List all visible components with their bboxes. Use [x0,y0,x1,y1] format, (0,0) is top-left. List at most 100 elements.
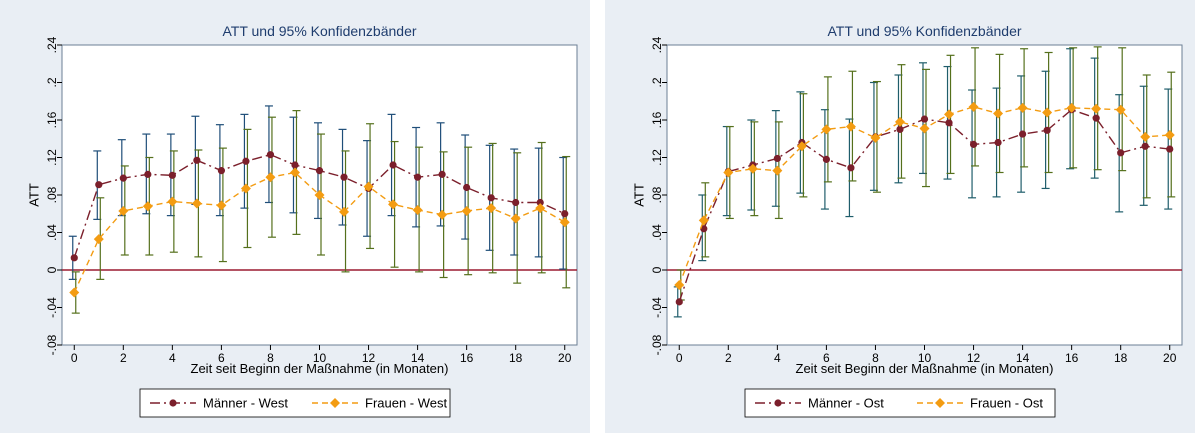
data-point [894,116,905,127]
data-point [191,198,202,209]
data-point [675,298,683,306]
data-point [289,167,300,178]
y-tick-label: -.04 [650,297,664,318]
data-point [559,217,570,228]
x-tick-label: 14 [411,351,425,365]
data-point [510,213,521,224]
chart-east: ATT und 95% Konfidenzbänder -.08 -.04 0 .04.… [632,23,1183,418]
y-tick-label: .24 [650,36,664,53]
data-point [291,161,299,169]
data-point [119,174,127,182]
data-point [773,154,781,163]
y-tick-label: .2 [45,77,59,87]
x-tick-label: 14 [1016,351,1030,365]
plot-area [666,44,1183,346]
y-tick-label: .24 [45,36,59,53]
data-point [870,132,881,143]
data-point [463,183,471,192]
data-point [993,108,1004,119]
data-point [315,167,324,175]
data-point [1141,142,1149,150]
data-point [1140,131,1151,142]
x-tick-label: 12 [362,351,376,365]
y-axis-label: ATT [632,183,647,207]
chart-panel-east: ATT und 95% Konfidenzbänder -.08 -.04 0 .04.… [605,0,1195,433]
x-tick-label: 0 [676,351,683,365]
data-point [822,155,831,163]
x-tick-label: 2 [725,351,732,365]
x-axis-label: Zeit seit Beginn der Maßnahme (in Monate… [191,361,449,376]
x-tick-label: 10 [918,351,932,365]
y-tick-label: -.08 [650,334,664,355]
y-tick-label: .04 [45,224,59,241]
y-axis-label: ATT [27,183,42,207]
x-tick-label: 12 [967,351,981,365]
data-point [536,198,544,207]
data-point [389,161,397,169]
data-point [847,164,855,172]
y-tick-label: -.08 [45,334,59,355]
data-point [70,254,78,262]
x-tick-label: 8 [872,351,879,365]
data-point [242,157,250,165]
data-point [674,280,685,290]
data-point [1091,103,1102,114]
data-point [314,190,325,200]
x-tick-label: 18 [509,351,523,365]
y-tick-label: .08 [650,186,664,203]
x-tick-label: 20 [558,351,572,365]
x-tick-label: 8 [267,351,274,365]
data-point [1166,145,1174,153]
data-point [142,201,153,212]
x-tick-label: 18 [1114,351,1128,365]
data-point [216,200,227,211]
chart-title: ATT und 95% Konfidenzbänder [222,23,416,39]
y-tick-label: -.04 [45,297,59,318]
y-tick-label: .08 [45,186,59,203]
data-point [1018,130,1027,138]
data-point [561,210,569,218]
y-tick-label: .16 [45,111,59,128]
x-tick-label: 6 [218,351,225,365]
chart-panel-west: ATT und 95% Konfidenzbänder -.08 -.04 0 .04.… [0,0,590,433]
data-point [994,138,1002,147]
data-point [193,156,201,164]
data-point [118,205,129,216]
data-point [1164,130,1175,140]
y-tick-label: 0 [650,266,664,273]
data-point [1092,114,1100,122]
data-point [412,205,423,215]
data-point [339,206,350,217]
data-point [896,125,904,133]
series-line [73,153,566,259]
data-point [168,171,176,179]
chart-west: ATT und 95% Konfidenzbänder -.08 -.04 0 .04.… [27,23,578,418]
legend-label: Frauen - Ost [970,396,1043,411]
data-point [486,203,497,214]
x-tick-label: 6 [823,351,830,365]
data-point [363,181,374,192]
data-point [93,234,104,245]
data-point [1115,104,1126,115]
x-tick-label: 4 [169,351,176,365]
data-point [437,209,448,220]
data-point [1043,126,1051,134]
data-point [945,119,953,127]
data-point [723,167,734,178]
data-point [968,101,979,112]
data-point [747,163,758,174]
y-tick-label: .12 [650,149,664,166]
data-point [240,183,251,194]
y-tick-label: 0 [45,266,59,273]
data-point [919,123,930,134]
legend-marker [774,399,782,407]
data-point [535,203,546,214]
data-point [461,205,472,216]
legend-label: Frauen - West [365,396,448,411]
data-point [1117,149,1125,157]
legend-marker [169,399,177,407]
data-point [698,215,709,226]
data-point [920,115,929,123]
x-tick-label: 4 [774,351,781,365]
legend-marker [935,398,945,408]
